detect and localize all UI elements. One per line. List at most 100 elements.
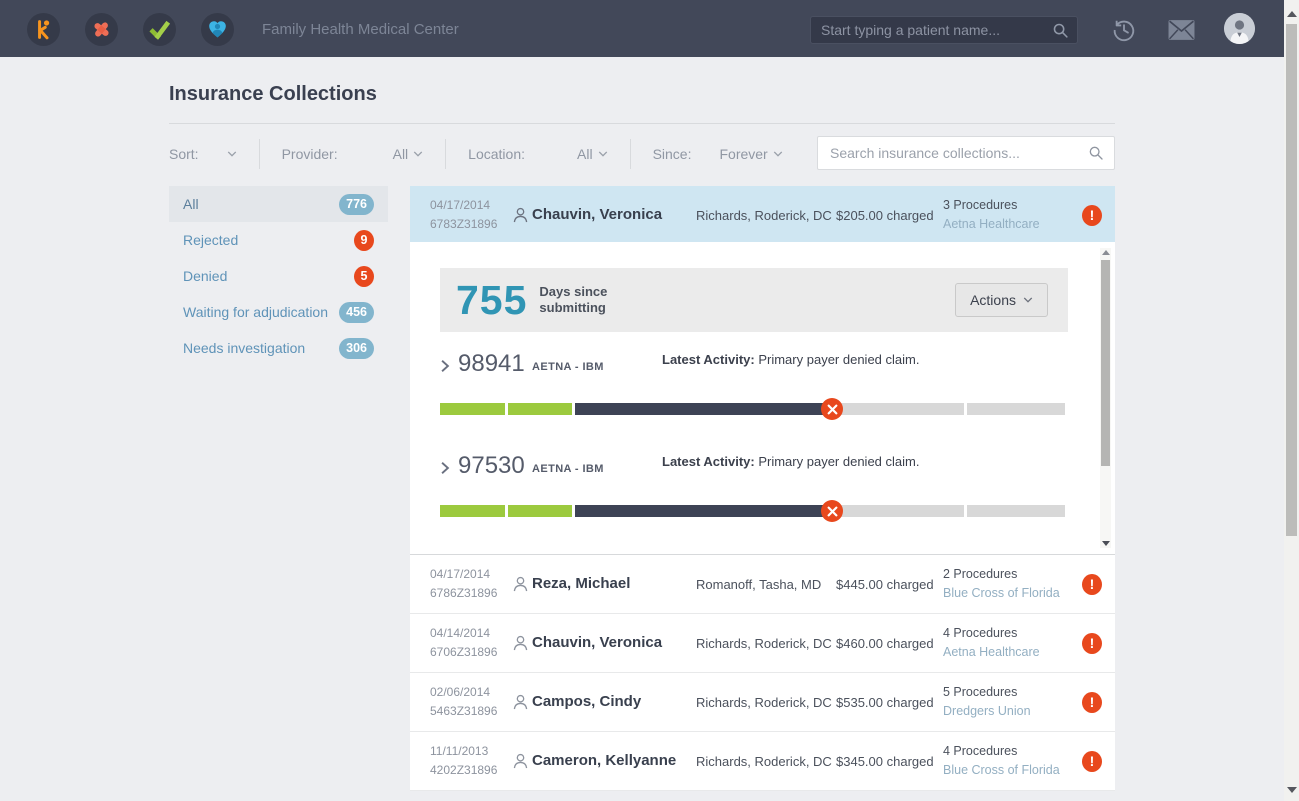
claim-date: 11/11/2013 bbox=[430, 744, 489, 758]
heart-person-icon bbox=[209, 21, 226, 38]
page-title: Insurance Collections bbox=[169, 83, 377, 105]
procedures-count: 2 Procedures bbox=[943, 567, 1018, 581]
sidebar-item-denied[interactable]: Denied 5 bbox=[169, 258, 388, 294]
count-badge: 456 bbox=[339, 301, 374, 323]
person-icon bbox=[513, 207, 528, 223]
days-since-caption: Days since submitting bbox=[539, 284, 608, 315]
check-app-icon[interactable] bbox=[143, 13, 176, 46]
patient-name[interactable]: Cameron, Kellyanne bbox=[532, 752, 677, 769]
sidebar-item-label: Waiting for adjudication bbox=[183, 304, 329, 320]
claim-date: 04/17/2014 bbox=[430, 567, 491, 581]
claim-detail-panel: 755 Days since submitting Actions 98941 bbox=[410, 242, 1115, 555]
claim-row[interactable]: 02/06/2014 5463Z31896 Campos, Cindy Rich… bbox=[410, 673, 1115, 732]
sidebar-item-needs-investigation[interactable]: Needs investigation 306 bbox=[169, 330, 388, 366]
kareo-person-k-icon bbox=[38, 20, 50, 40]
latest-activity-text: Primary payer denied claim. bbox=[758, 454, 920, 469]
sidebar-item-label: Rejected bbox=[183, 232, 239, 248]
charged-amount: $445.00 charged bbox=[836, 577, 934, 592]
scroll-down-arrow-icon[interactable] bbox=[1102, 541, 1110, 546]
alert-icon: ! bbox=[1082, 574, 1102, 595]
claim-row-expanded[interactable]: 04/17/2014 6783Z31896 Chauvin, Veronica … bbox=[410, 186, 1115, 242]
claim-payer-tag: AETNA - IBM bbox=[532, 361, 604, 373]
provider-name: Richards, Roderick, DC bbox=[696, 695, 832, 710]
procedures-count: 3 Procedures bbox=[943, 198, 1018, 212]
patient-name[interactable]: Chauvin, Veronica bbox=[532, 206, 663, 223]
mail-icon[interactable] bbox=[1168, 19, 1195, 41]
patient-name[interactable]: Chauvin, Veronica bbox=[532, 634, 663, 651]
patient-name[interactable]: Campos, Cindy bbox=[532, 693, 642, 710]
insurance-collections-list: 04/17/2014 6783Z31896 Chauvin, Veronica … bbox=[410, 186, 1115, 791]
sidebar-item-label: Denied bbox=[183, 268, 228, 284]
content-area: Insurance Collections Sort: Provider: Al… bbox=[0, 57, 1284, 801]
claim-row[interactable]: 11/11/2013 4202Z31896 Cameron, Kellyanne… bbox=[410, 732, 1115, 791]
alert-icon: ! bbox=[1082, 751, 1102, 772]
actions-button[interactable]: Actions bbox=[955, 283, 1048, 317]
status-filter-sidebar: All 776 Rejected 9 Denied 5 Waiting for … bbox=[169, 186, 388, 366]
patient-heart-icon[interactable] bbox=[201, 13, 234, 46]
since-value[interactable]: Forever bbox=[719, 146, 768, 162]
claim-error-icon bbox=[821, 500, 843, 522]
sidebar-item-all[interactable]: All 776 bbox=[169, 186, 388, 222]
claim-date-id: 11/11/2013 4202Z31896 bbox=[430, 742, 497, 780]
location-chevron-down-icon[interactable] bbox=[598, 149, 608, 159]
latest-activity-label: Latest Activity: bbox=[662, 454, 755, 469]
kareo-logo-icon[interactable] bbox=[27, 13, 60, 46]
provider-value[interactable]: All bbox=[392, 146, 409, 162]
count-badge: 776 bbox=[339, 193, 374, 215]
claim-date-id: 02/06/2014 5463Z31896 bbox=[430, 683, 497, 721]
page-scrollbar[interactable] bbox=[1284, 0, 1299, 801]
detail-panel-scrollbar[interactable] bbox=[1100, 248, 1111, 548]
claim-id: 6786Z31896 bbox=[430, 586, 498, 600]
patient-name[interactable]: Reza, Michael bbox=[532, 575, 631, 592]
claim-payer-tag: AETNA - IBM bbox=[532, 463, 604, 475]
latest-activity: Latest Activity: Primary payer denied cl… bbox=[662, 352, 919, 367]
sort-chevron-down-icon[interactable] bbox=[227, 149, 237, 159]
collections-search-box bbox=[817, 136, 1115, 170]
since-chevron-down-icon[interactable] bbox=[773, 149, 783, 159]
user-avatar[interactable] bbox=[1224, 13, 1255, 44]
sidebar-item-waiting-for-adjudication[interactable]: Waiting for adjudication 456 bbox=[169, 294, 388, 330]
progress-stage-current bbox=[575, 403, 833, 415]
claim-progress-bar bbox=[440, 398, 1068, 420]
claim-id: 5463Z31896 bbox=[430, 704, 498, 718]
medical-cross-icon[interactable] bbox=[85, 13, 118, 46]
claim-row[interactable]: 04/17/2014 6786Z31896 Reza, Michael Roma… bbox=[410, 555, 1115, 614]
procedures-payer: 4 Procedures Blue Cross of Florida bbox=[943, 742, 1060, 780]
expand-chevron-right-icon[interactable] bbox=[440, 359, 450, 373]
provider-name: Richards, Roderick, DC bbox=[696, 208, 832, 223]
history-icon[interactable] bbox=[1111, 17, 1137, 43]
page-scrollbar-thumb[interactable] bbox=[1286, 24, 1297, 536]
collections-search-input[interactable] bbox=[830, 145, 1088, 161]
latest-activity-text: Primary payer denied claim. bbox=[758, 352, 920, 367]
provider-chevron-down-icon[interactable] bbox=[413, 149, 423, 159]
claim-number[interactable]: 97530 bbox=[458, 452, 525, 479]
scroll-up-arrow-icon[interactable] bbox=[1287, 11, 1297, 17]
claim-id: 6706Z31896 bbox=[430, 645, 498, 659]
cross-icon bbox=[94, 22, 109, 37]
scroll-down-arrow-icon[interactable] bbox=[1287, 787, 1297, 793]
filter-separator bbox=[629, 139, 631, 169]
person-icon bbox=[513, 576, 528, 592]
scroll-up-arrow-icon[interactable] bbox=[1102, 250, 1110, 255]
search-icon[interactable] bbox=[1088, 145, 1104, 161]
count-badge: 306 bbox=[339, 337, 374, 359]
expand-chevron-right-icon[interactable] bbox=[440, 461, 450, 475]
payer-name: Blue Cross of Florida bbox=[943, 763, 1060, 777]
claim-row[interactable]: 04/14/2014 6706Z31896 Chauvin, Veronica … bbox=[410, 614, 1115, 673]
location-value[interactable]: All bbox=[577, 146, 593, 162]
payer-name: Aetna Healthcare bbox=[943, 645, 1040, 659]
actions-button-label: Actions bbox=[970, 292, 1016, 308]
days-since-bar: 755 Days since submitting Actions bbox=[440, 268, 1068, 332]
patient-search-input[interactable] bbox=[821, 22, 1052, 38]
progress-stage-current bbox=[575, 505, 833, 517]
procedures-payer: 2 Procedures Blue Cross of Florida bbox=[943, 565, 1060, 603]
sidebar-item-rejected[interactable]: Rejected 9 bbox=[169, 222, 388, 258]
payer-name: Blue Cross of Florida bbox=[943, 586, 1060, 600]
detail-scrollbar-thumb[interactable] bbox=[1101, 260, 1110, 466]
procedures-payer: 3 Procedures Aetna Healthcare bbox=[943, 196, 1040, 234]
search-icon[interactable] bbox=[1052, 22, 1069, 39]
claim-number[interactable]: 98941 bbox=[458, 350, 525, 377]
alert-icon: ! bbox=[1082, 205, 1102, 226]
procedures-count: 5 Procedures bbox=[943, 685, 1018, 699]
procedures-payer: 5 Procedures Dredgers Union bbox=[943, 683, 1031, 721]
